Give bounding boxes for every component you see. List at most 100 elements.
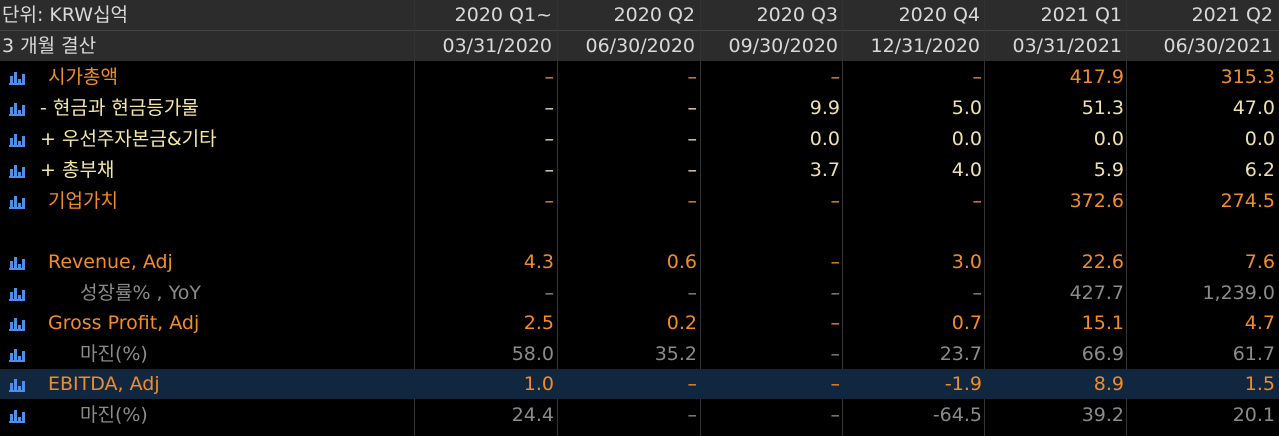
table-cell: – bbox=[687, 128, 698, 150]
column-divider bbox=[1126, 0, 1127, 436]
table-cell: 7.6 bbox=[1244, 251, 1275, 273]
table-row[interactable]: 마진(%) 58.0 35.2 – 23.7 66.9 61.7 bbox=[0, 339, 1279, 369]
bar-chart-icon[interactable] bbox=[9, 346, 25, 362]
table-row[interactable]: + 우선주자본금&기타 – – 0.0 0.0 0.0 0.0 bbox=[0, 124, 1279, 154]
row-label: 성장률% , YoY bbox=[80, 282, 201, 304]
table-row[interactable]: EBITDA, Adj 1.0 – – -1.9 8.9 1.5 bbox=[0, 369, 1279, 399]
column-divider bbox=[700, 0, 701, 436]
bar-chart-icon[interactable] bbox=[9, 315, 25, 331]
table-cell: 24.4 bbox=[511, 404, 554, 426]
table-cell: 6.2 bbox=[1244, 159, 1275, 181]
table-cell: 15.1 bbox=[1081, 312, 1124, 334]
column-divider bbox=[557, 0, 558, 436]
table-row[interactable]: 기업가치 – – – – 372.6 274.5 bbox=[0, 186, 1279, 216]
column-date-1: 06/30/2020 bbox=[585, 35, 695, 57]
table-cell: 1.5 bbox=[1244, 373, 1275, 395]
column-quarter-0[interactable]: 2020 Q1~ bbox=[454, 4, 552, 26]
table-cell: – bbox=[830, 251, 841, 273]
column-quarter-2[interactable]: 2020 Q3 bbox=[756, 4, 838, 26]
table-cell: – bbox=[830, 312, 841, 334]
table-cell: 0.0 bbox=[809, 128, 840, 150]
table-cell: 315.3 bbox=[1220, 66, 1275, 88]
table-cell: 2.5 bbox=[523, 312, 554, 334]
bar-chart-icon[interactable] bbox=[9, 285, 25, 301]
bar-chart-icon[interactable] bbox=[9, 254, 25, 270]
table-cell: 3.7 bbox=[809, 159, 840, 181]
table-row[interactable]: Gross Profit, Adj 2.5 0.2 – 0.7 15.1 4.7 bbox=[0, 308, 1279, 338]
row-label: 기업가치 bbox=[48, 190, 118, 212]
row-label: Gross Profit, Adj bbox=[48, 312, 200, 334]
column-quarter-3[interactable]: 2020 Q4 bbox=[898, 4, 980, 26]
table-cell: – bbox=[830, 190, 841, 212]
column-divider bbox=[842, 0, 843, 436]
header-row-dates: 3 개월 결산 03/31/2020 06/30/2020 09/30/2020 12… bbox=[0, 31, 1279, 61]
bar-chart-icon[interactable] bbox=[9, 131, 25, 147]
table-cell: 20.1 bbox=[1232, 404, 1275, 426]
table-cell: – bbox=[830, 282, 841, 304]
row-label: Revenue, Adj bbox=[48, 251, 173, 273]
table-row[interactable]: - 현금과 현금등가물 – – 9.9 5.0 51.3 47.0 bbox=[0, 93, 1279, 123]
table-cell: – bbox=[687, 159, 698, 181]
row-label: 마진(%) bbox=[80, 343, 148, 365]
table-cell: -1.9 bbox=[944, 373, 982, 395]
table-cell: 23.7 bbox=[939, 343, 982, 365]
table-cell: – bbox=[544, 66, 555, 88]
header-row-quarters: 단위: KRW십억 2020 Q1~ 2020 Q2 2020 Q3 2020 Q4 2… bbox=[0, 0, 1279, 31]
table-cell: – bbox=[687, 282, 698, 304]
table-cell: – bbox=[830, 404, 841, 426]
table-cell: 47.0 bbox=[1232, 97, 1275, 119]
table-cell: – bbox=[972, 66, 983, 88]
table-cell: 22.6 bbox=[1081, 251, 1124, 273]
table-row[interactable]: + 총부채 – – 3.7 4.0 5.9 6.2 bbox=[0, 155, 1279, 185]
table-cell: – bbox=[687, 190, 698, 212]
table-cell: 51.3 bbox=[1081, 97, 1124, 119]
bar-chart-icon[interactable] bbox=[9, 376, 25, 392]
table-cell: 4.0 bbox=[951, 159, 982, 181]
table-cell: – bbox=[830, 373, 841, 395]
column-date-0: 03/31/2020 bbox=[442, 35, 552, 57]
table-row[interactable]: Revenue, Adj 4.3 0.6 – 3.0 22.6 7.6 bbox=[0, 247, 1279, 277]
column-date-2: 09/30/2020 bbox=[728, 35, 838, 57]
table-cell: 8.9 bbox=[1093, 373, 1124, 395]
table-cell: 4.3 bbox=[523, 251, 554, 273]
column-quarter-1[interactable]: 2020 Q2 bbox=[613, 4, 695, 26]
table-cell: 427.7 bbox=[1069, 282, 1124, 304]
table-cell: 274.5 bbox=[1220, 190, 1275, 212]
table-row[interactable]: 성장률% , YoY – – – – 427.7 1,239.0 bbox=[0, 278, 1279, 308]
table-cell: – bbox=[830, 66, 841, 88]
column-divider bbox=[414, 0, 415, 436]
table-cell: – bbox=[972, 282, 983, 304]
table-cell: 9.9 bbox=[809, 97, 840, 119]
table-cell: – bbox=[544, 159, 555, 181]
table-cell: 0.0 bbox=[951, 128, 982, 150]
table-cell: 3.0 bbox=[951, 251, 982, 273]
table-cell: – bbox=[687, 404, 698, 426]
table-cell: – bbox=[687, 97, 698, 119]
table-cell: 0.6 bbox=[666, 251, 697, 273]
table-cell: 1.0 bbox=[523, 373, 554, 395]
bar-chart-icon[interactable] bbox=[9, 193, 25, 209]
column-date-3: 12/31/2020 bbox=[870, 35, 980, 57]
column-quarter-5[interactable]: 2021 Q2 bbox=[1191, 4, 1273, 26]
table-cell: 372.6 bbox=[1069, 190, 1124, 212]
column-divider bbox=[984, 0, 985, 436]
table-cell: 417.9 bbox=[1069, 66, 1124, 88]
column-quarter-4[interactable]: 2021 Q1 bbox=[1040, 4, 1122, 26]
period-label: 3 개월 결산 bbox=[2, 35, 97, 57]
bar-chart-icon[interactable] bbox=[9, 69, 25, 85]
bar-chart-icon[interactable] bbox=[9, 162, 25, 178]
bar-chart-icon[interactable] bbox=[9, 100, 25, 116]
table-cell: – bbox=[544, 282, 555, 304]
table-cell: 5.0 bbox=[951, 97, 982, 119]
row-label: 시가총액 bbox=[48, 66, 118, 88]
row-label: + 총부채 bbox=[40, 159, 115, 181]
table-cell: – bbox=[544, 128, 555, 150]
table-cell: 4.7 bbox=[1244, 312, 1275, 334]
row-label: EBITDA, Adj bbox=[48, 373, 160, 395]
table-cell: – bbox=[687, 66, 698, 88]
table-row[interactable]: 마진(%) 24.4 – – -64.5 39.2 20.1 bbox=[0, 400, 1279, 430]
table-row[interactable]: 시가총액 – – – – 417.9 315.3 bbox=[0, 62, 1279, 92]
table-cell: – bbox=[830, 343, 841, 365]
bar-chart-icon[interactable] bbox=[9, 407, 25, 423]
table-cell: -64.5 bbox=[932, 404, 982, 426]
